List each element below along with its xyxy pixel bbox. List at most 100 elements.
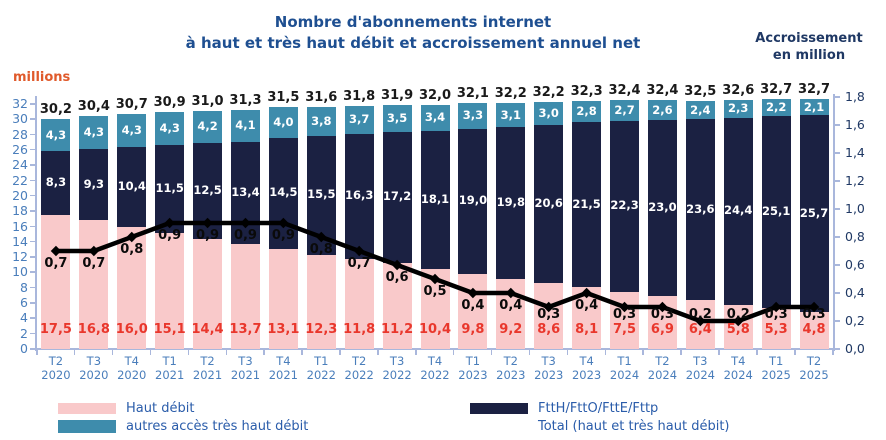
line-value-label: 0,8 — [120, 242, 144, 257]
segment-value-autres: 3,3 — [462, 108, 484, 123]
x-tick-year: 2022 — [420, 368, 450, 382]
bar-total-label: 31,8 — [343, 88, 376, 104]
right-axis-unit-line2: en million — [772, 48, 846, 63]
segment-value-ftth: 14,5 — [269, 185, 298, 200]
x-tick-quarter: T2 — [806, 354, 822, 368]
chart-title-line1: Nombre d'abonnements internet — [274, 13, 552, 31]
bar-total-label: 32,0 — [418, 87, 452, 103]
line-value-label: 0,9 — [158, 228, 182, 243]
y-axis-label-left: 10 — [12, 264, 28, 280]
bar-total-label: 32,6 — [722, 83, 755, 99]
segment-value-haut-debit: 12,3 — [305, 322, 338, 337]
x-tick-label: T3 2024 — [681, 354, 719, 382]
bar-segment-haut-debit — [420, 269, 450, 349]
bar-segment-autres — [534, 102, 564, 126]
bar-segment-autres — [723, 100, 753, 118]
x-axis-tick — [36, 350, 38, 355]
x-tick-year: 2022 — [306, 368, 336, 382]
bar-segment-autres — [382, 104, 412, 132]
x-tick-label: T4 2024 — [719, 354, 757, 382]
x-tick-quarter: T1 — [162, 354, 177, 368]
bar-segment-autres — [344, 105, 374, 134]
segment-value-haut-debit: 13,1 — [267, 322, 300, 337]
bar-segment-autres — [155, 112, 185, 146]
x-tick-quarter: T1 — [465, 354, 481, 368]
segment-value-autres: 4,2 — [197, 119, 218, 134]
legend-item-haut-debit: Haut débit — [58, 401, 194, 416]
x-tick-quarter: T2 — [48, 354, 64, 368]
x-tick-year: 2024 — [723, 368, 753, 382]
x-axis-tick — [301, 350, 303, 355]
y-axis-label-left: 16 — [12, 218, 28, 234]
bar-segment-ftth — [41, 151, 71, 216]
legend-swatch-ftth — [470, 403, 528, 414]
x-tick-year: 2021 — [155, 368, 185, 382]
bar-segment-autres — [647, 100, 677, 121]
x-tick-year: 2025 — [761, 368, 791, 382]
bar-total-label: 32,5 — [684, 83, 717, 99]
y-axis-tick-left — [30, 256, 35, 258]
segment-value-haut-debit: 8,1 — [575, 322, 599, 337]
x-tick-year: 2024 — [647, 368, 678, 382]
segment-value-haut-debit: 6,4 — [688, 322, 712, 337]
x-tick-year: 2023 — [496, 368, 526, 382]
segment-value-ftth: 12,5 — [193, 182, 222, 197]
line-value-label: 0,3 — [650, 307, 674, 322]
y-axis-label-right: 1,6 — [845, 117, 865, 132]
x-tick-label: T2 2021 — [189, 354, 227, 382]
segment-value-autres: 3,1 — [500, 107, 521, 122]
segment-value-haut-debit: 7,5 — [613, 322, 637, 337]
x-tick-year: 2022 — [344, 368, 374, 382]
y-axis-tick-right — [835, 236, 840, 238]
segment-value-autres: 3,0 — [538, 106, 559, 121]
line-value-label: 0,3 — [613, 307, 637, 322]
x-axis-tick — [490, 350, 493, 355]
segment-value-autres: 4,1 — [235, 118, 256, 133]
legend-label-total: Total (haut et très haut débit) — [538, 419, 730, 434]
x-tick-label: T1 2025 — [757, 354, 795, 382]
x-tick-label: T4 2020 — [113, 354, 151, 382]
y-axis-label-left: 8 — [20, 279, 28, 295]
y-axis-tick-left — [30, 240, 35, 243]
bar-total-label: 32,4 — [608, 83, 641, 99]
segment-value-ftth: 17,2 — [382, 189, 412, 204]
y-axis-tick-left — [30, 210, 35, 212]
segment-value-ftth: 25,1 — [761, 204, 791, 219]
bar-total-label: 32,4 — [646, 83, 679, 99]
y-axis-tick-left — [30, 103, 35, 105]
x-tick-year: 2021 — [268, 368, 299, 382]
segment-value-ftth: 10,4 — [117, 178, 146, 193]
line-value-label: 0,3 — [802, 307, 826, 322]
y-axis-tick-left — [30, 179, 35, 182]
y-axis-tick-right — [835, 264, 840, 266]
x-axis-tick — [718, 350, 720, 355]
bar-segment-autres — [117, 113, 147, 147]
x-axis-tick — [604, 350, 607, 355]
y-axis-tick-left — [30, 148, 35, 151]
line-value-label: 0,5 — [423, 284, 447, 299]
x-tick-quarter: T2 — [352, 354, 367, 368]
segment-value-autres: 4,3 — [83, 125, 105, 140]
y-axis-label-left: 0 — [20, 341, 28, 356]
y-axis-label-left: 18 — [12, 203, 28, 219]
left-axis-line — [35, 96, 37, 351]
x-tick-quarter: T2 — [503, 354, 518, 368]
x-tick-quarter: T4 — [579, 354, 594, 368]
segment-value-haut-debit: 6,9 — [650, 322, 674, 337]
segment-value-haut-debit: 14,4 — [191, 322, 224, 337]
bar-segment-autres — [230, 110, 260, 142]
x-tick-quarter: T4 — [276, 354, 291, 368]
y-axis-label-right: 1,2 — [845, 173, 865, 188]
x-tick-year: 2025 — [799, 368, 829, 382]
y-axis-label-right: 0,8 — [845, 229, 865, 244]
segment-value-haut-debit: 9,2 — [499, 322, 523, 337]
legend-swatch-autres-acces — [58, 420, 116, 433]
line-value-label: 0,9 — [233, 228, 257, 243]
chart-title-line2: à haut et très haut débit et accroisseme… — [185, 34, 641, 52]
x-tick-quarter: T3 — [693, 354, 708, 368]
x-tick-quarter: T1 — [314, 354, 329, 368]
segment-value-autres: 4,0 — [273, 114, 294, 129]
y-axis-tick-right — [835, 152, 840, 154]
x-tick-quarter: T1 — [768, 354, 784, 368]
legend-label-autres-acces: autres accès très haut débit — [126, 419, 309, 434]
